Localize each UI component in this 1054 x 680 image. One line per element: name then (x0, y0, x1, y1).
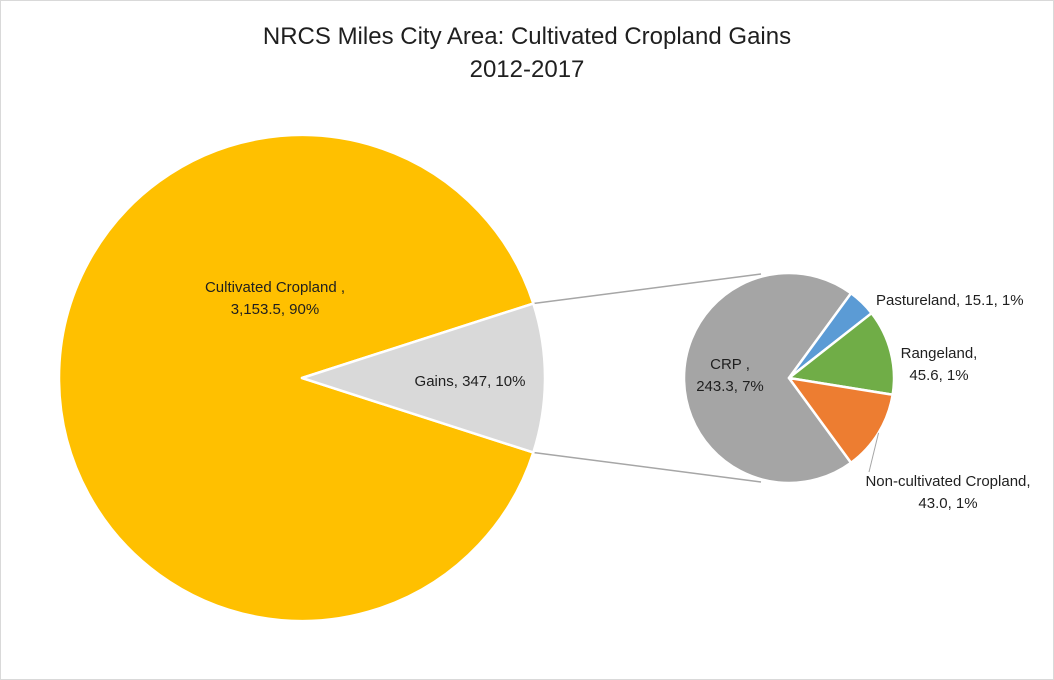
data-label-gains: Gains, 347, 10% (415, 373, 526, 390)
secondary-pie (682, 271, 896, 485)
data-label-cultivated-cropland-line-1: Cultivated Cropland , (205, 279, 345, 296)
data-label-crp-line-2: 243.3, 7% (696, 378, 764, 395)
connector-lines (533, 273, 762, 483)
chart-title-line-2: 2012-2017 (469, 56, 585, 83)
data-label-non-cultivated-cropland-line-1: Non-cultivated Cropland, (865, 473, 1030, 490)
primary-pie (57, 133, 547, 623)
data-label-rangeland-line-1: Rangeland, (901, 345, 978, 362)
data-labels: Cultivated Cropland , 3,153.5, 90% Gains, … (205, 279, 1031, 512)
connector-line-top (533, 273, 762, 305)
data-label-cultivated-cropland-line-2: 3,153.5, 90% (231, 301, 319, 318)
data-label-pastureland: Pastureland, 15.1, 1% (876, 292, 1024, 309)
leader-line-non-cultivated-cropland (868, 432, 880, 473)
slice-rangeland (787, 311, 896, 397)
chart-title-line-1: NRCS Miles City Area: Cultivated Croplan… (262, 23, 792, 50)
data-label-rangeland-line-2: 45.6, 1% (909, 367, 968, 384)
slice-crp (682, 271, 853, 485)
data-label-non-cultivated-cropland-line-2: 43.0, 1% (918, 495, 977, 512)
data-label-crp-line-1: CRP , (710, 356, 750, 373)
slice-non-cultivated-cropland (787, 376, 894, 464)
slice-gains (300, 302, 547, 454)
chart-title: NRCS Miles City Area: Cultivated Croplan… (0, 20, 1054, 86)
connector-line-bottom (533, 451, 762, 483)
slice-cultivated-cropland (57, 133, 535, 623)
